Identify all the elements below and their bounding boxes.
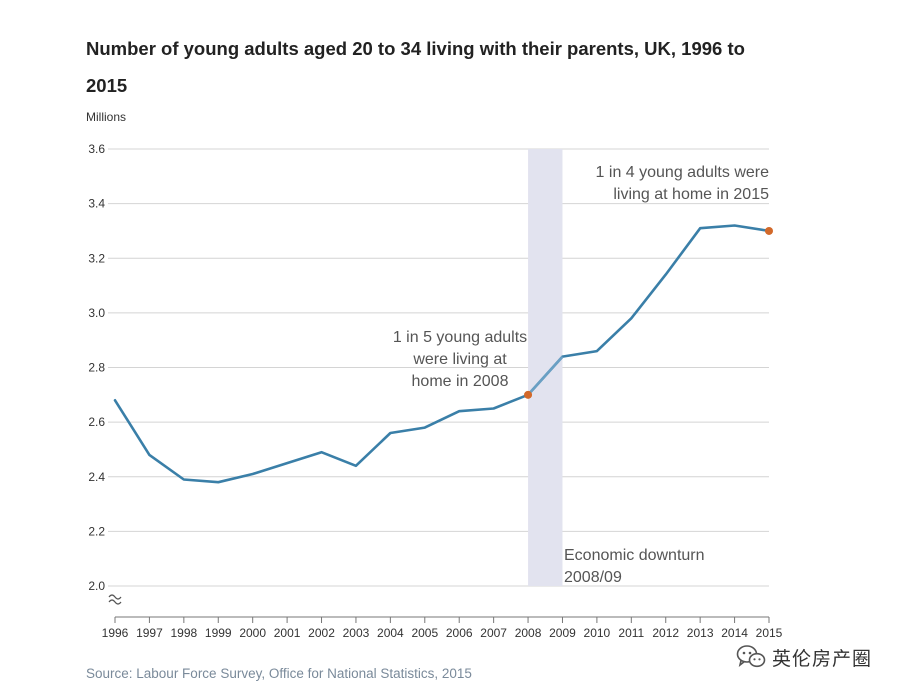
x-tick-label: 2012: [652, 626, 679, 640]
chart-title: Number of young adults aged 20 to 34 liv…: [86, 38, 745, 96]
x-axis: 1996 1997 1998 1999 2000 2001 2002 2003 2004 2005…: [102, 616, 783, 640]
x-tick-label: 1999: [205, 626, 232, 640]
x-tick-label: 2015: [756, 626, 783, 640]
axis-break-stroke: [108, 594, 122, 600]
x-tick-label: 2014: [721, 626, 748, 640]
watermark-text: 英伦房产圈: [772, 647, 873, 670]
y-tick-label: 3.6: [88, 142, 105, 156]
y-tick-label: 3.0: [88, 306, 105, 320]
highlight-point: [524, 390, 533, 399]
x-tick-label: 2010: [584, 626, 611, 640]
annotation-2008-line: were living at: [412, 351, 507, 368]
y-tick-label: 3.4: [88, 197, 105, 211]
x-tick-label: 2005: [411, 626, 438, 640]
y-tick-label: 2.8: [88, 361, 105, 375]
x-tick-label: 2008: [515, 626, 542, 640]
annotation-2015-line: living at home in 2015: [613, 186, 769, 203]
y-tick-label: 2.2: [88, 524, 105, 538]
downturn-label-line: 2008/09: [564, 569, 622, 586]
series-line-group: [113, 224, 773, 484]
source-note: Source: Labour Force Survey, Office for …: [86, 666, 472, 681]
watermark: 英伦房产圈: [736, 644, 872, 670]
y-tick-label: 2.6: [88, 415, 105, 429]
y-tick-label: 2.4: [88, 470, 105, 484]
annotation-2008-line: 1 in 5 young adults: [393, 329, 527, 346]
y-tick-labels: 2.0 2.2 2.4 2.6 2.8 3.0 3.2 3.4 3.6: [88, 142, 122, 605]
annotation-2015-line: 1 in 4 young adults were: [596, 164, 770, 181]
x-tick-label: 2003: [343, 626, 370, 640]
x-tick-label: 2001: [274, 626, 301, 640]
downturn-band: [528, 149, 563, 586]
annotations: 1 in 5 young adults were living at home in…: [393, 164, 769, 586]
x-tick-label: 1996: [102, 626, 129, 640]
series-line: [113, 224, 771, 484]
y-tick-label: 2.0: [88, 579, 105, 593]
axis-break-stroke: [108, 599, 122, 605]
downturn-label-line: Economic downturn: [564, 547, 705, 564]
series-line-downturn-segment: [527, 355, 564, 396]
axis-break-icon: [108, 594, 122, 605]
annotation-2008-line: home in 2008: [412, 373, 509, 390]
x-tick-label: 2006: [446, 626, 473, 640]
x-tick-label: 2002: [308, 626, 335, 640]
x-tick-label: 2013: [687, 626, 714, 640]
wechat-icon: [736, 645, 766, 668]
line-chart: 2.0 2.2 2.4 2.6 2.8 3.0 3.2 3.4 3.6 1996 1997 1998…: [88, 142, 783, 640]
x-tick-label: 2007: [480, 626, 507, 640]
x-tick-label: 1997: [136, 626, 163, 640]
x-tick-label: 1998: [170, 626, 197, 640]
y-tick-label: 3.2: [88, 251, 105, 265]
gridlines: [108, 148, 769, 587]
x-tick-label: 2004: [377, 626, 404, 640]
x-tick-label: 2009: [549, 626, 576, 640]
highlight-point: [765, 226, 773, 235]
x-tick-label: 2011: [618, 626, 644, 640]
y-axis-unit: Millions: [86, 110, 127, 124]
x-tick-label: 2000: [239, 626, 266, 640]
downturn-band-rect: [528, 149, 563, 586]
